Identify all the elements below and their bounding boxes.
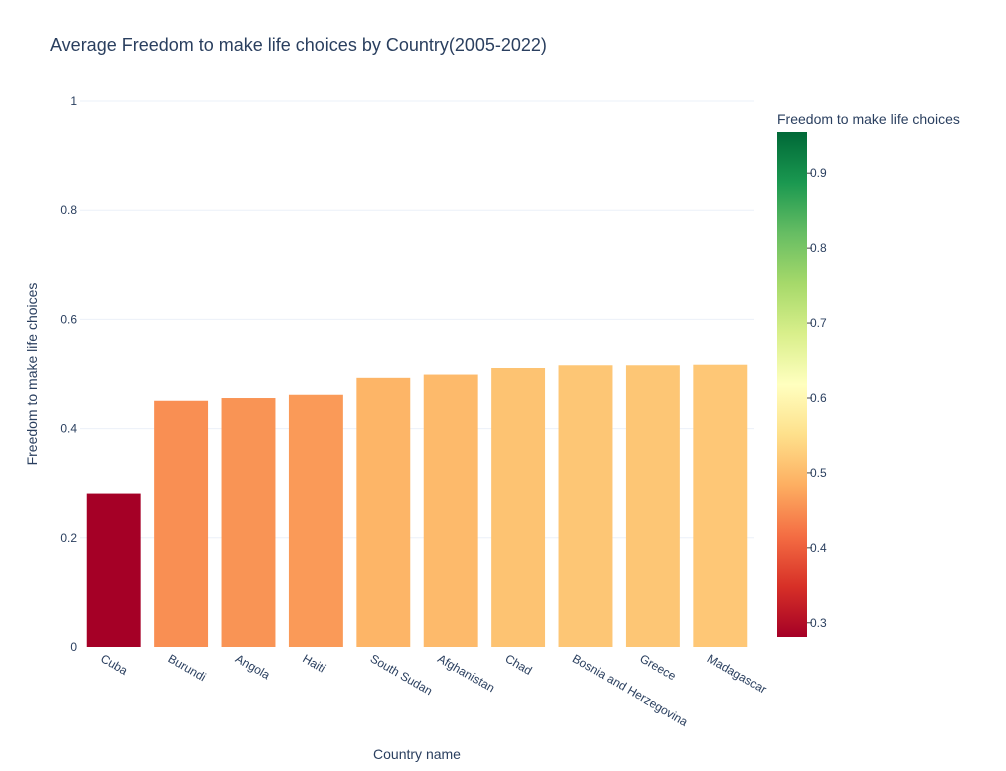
bar xyxy=(693,364,748,647)
x-tick-label: Greece xyxy=(637,651,678,683)
y-tick-label: 0.2 xyxy=(60,531,77,545)
bar xyxy=(86,493,141,647)
bar xyxy=(558,365,613,647)
y-tick-label: 1 xyxy=(70,94,77,108)
x-tick-label: Chad xyxy=(503,651,535,677)
chart-title: Average Freedom to make life choices by … xyxy=(50,35,547,55)
y-tick-label: 0.6 xyxy=(60,312,77,326)
x-tick-label: Angola xyxy=(233,651,273,682)
x-tick-label: Burundi xyxy=(166,651,209,684)
colorbar-tick-label: 0.3 xyxy=(810,616,827,630)
bar xyxy=(288,394,343,647)
bar xyxy=(356,377,411,647)
x-axis-ticks: Cuba Burundi Angola Haiti South Sudan Afghani… xyxy=(98,651,769,729)
x-axis-title: Country name xyxy=(373,746,461,762)
bars xyxy=(86,364,748,647)
colorbar-tick-label: 0.4 xyxy=(810,541,827,555)
colorbar xyxy=(777,132,807,637)
y-axis-ticks: 0 0.2 0.4 0.6 0.8 1 xyxy=(60,94,77,654)
y-axis-title: Freedom to make life choices xyxy=(24,283,40,466)
bar xyxy=(491,367,546,647)
colorbar-title: Freedom to make life choices xyxy=(777,111,960,127)
x-tick-label: Cuba xyxy=(98,651,130,678)
x-tick-label: Haiti xyxy=(300,651,328,675)
colorbar-tick-label: 0.6 xyxy=(810,391,827,405)
x-tick-label: Madagascar xyxy=(705,651,769,696)
colorbar-ticks: 0.3 0.4 0.5 0.6 0.7 0.8 0.9 xyxy=(807,166,827,630)
x-tick-label: Afghanistan xyxy=(435,651,497,695)
bar xyxy=(625,365,680,647)
colorbar-tick-label: 0.9 xyxy=(810,166,827,180)
colorbar-tick-label: 0.8 xyxy=(810,241,827,255)
bar xyxy=(423,374,478,647)
bar xyxy=(221,398,276,647)
x-tick-label: South Sudan xyxy=(368,651,435,698)
colorbar-tick-label: 0.7 xyxy=(810,316,827,330)
colorbar-tick-label: 0.5 xyxy=(810,466,827,480)
y-tick-label: 0 xyxy=(70,640,77,654)
y-tick-label: 0.4 xyxy=(60,422,77,436)
bar xyxy=(154,400,209,647)
x-tick-label: Bosnia and Herzegovina xyxy=(570,651,691,729)
y-tick-label: 0.8 xyxy=(60,203,77,217)
